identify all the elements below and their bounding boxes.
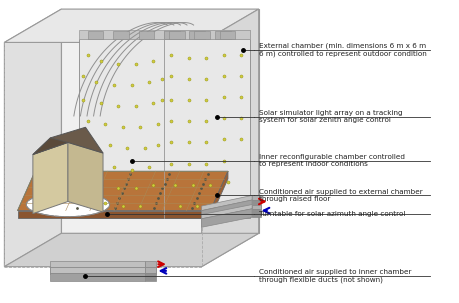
Polygon shape (33, 138, 68, 155)
Polygon shape (50, 267, 145, 273)
Polygon shape (79, 39, 164, 218)
Polygon shape (252, 209, 260, 217)
Text: Conditioned air supplied to external chamber
through raised floor: Conditioned air supplied to external cha… (258, 189, 421, 202)
Polygon shape (50, 273, 145, 281)
Polygon shape (138, 31, 154, 39)
Polygon shape (113, 31, 129, 39)
Polygon shape (68, 142, 103, 212)
Polygon shape (252, 205, 260, 209)
Polygon shape (17, 211, 210, 218)
Polygon shape (214, 31, 230, 39)
Polygon shape (5, 9, 258, 42)
Polygon shape (164, 39, 249, 218)
Polygon shape (189, 31, 205, 39)
Polygon shape (5, 233, 258, 267)
Polygon shape (201, 195, 252, 211)
Text: Turntable for solar azimuth angle control: Turntable for solar azimuth angle contro… (258, 211, 404, 217)
Polygon shape (61, 9, 258, 233)
Polygon shape (79, 30, 249, 39)
Polygon shape (50, 261, 145, 267)
Polygon shape (145, 267, 155, 274)
Polygon shape (252, 195, 260, 200)
Polygon shape (33, 142, 68, 214)
Polygon shape (210, 171, 228, 218)
Polygon shape (194, 31, 210, 39)
Polygon shape (145, 273, 155, 281)
Text: Inner reconfigurable chamber controlled
to represent indoor conditions: Inner reconfigurable chamber controlled … (258, 154, 404, 167)
Polygon shape (50, 267, 145, 274)
Text: Solar simulator light array on a tracking
system for solar zenith angle control: Solar simulator light array on a trackin… (258, 110, 402, 123)
Polygon shape (164, 30, 249, 39)
Polygon shape (88, 31, 103, 39)
Polygon shape (163, 31, 179, 39)
Polygon shape (168, 31, 184, 39)
Text: Conditioned air supplied to inner chamber
through flexible ducts (not shown): Conditioned air supplied to inner chambe… (258, 269, 410, 283)
Polygon shape (201, 9, 258, 267)
Polygon shape (201, 205, 252, 219)
Polygon shape (26, 192, 109, 217)
Polygon shape (201, 209, 252, 227)
Polygon shape (17, 171, 228, 211)
Polygon shape (201, 200, 252, 219)
Polygon shape (33, 127, 103, 155)
Text: External chamber (min. dimensions 6 m x 6 m
6 m) controlled to represent outdoor: External chamber (min. dimensions 6 m x … (258, 43, 425, 57)
Polygon shape (252, 200, 260, 208)
Polygon shape (145, 267, 155, 273)
Polygon shape (219, 31, 235, 39)
Polygon shape (5, 9, 61, 267)
Polygon shape (145, 261, 155, 267)
